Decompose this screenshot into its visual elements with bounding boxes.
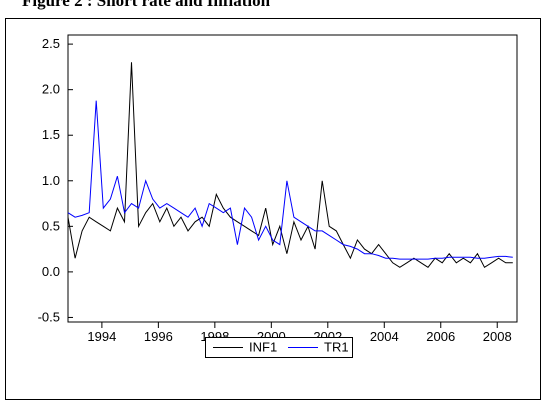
legend-box [205, 337, 353, 358]
y-tick-label: 1.0 [42, 173, 60, 188]
y-tick-label: 1.5 [42, 127, 60, 142]
y-tick-label: 2.5 [42, 36, 60, 51]
frame [5, 18, 541, 400]
legend-label: TR1 [324, 340, 349, 355]
x-tick-label: 2008 [483, 329, 512, 344]
series-line [67, 62, 513, 269]
figure-title: Figure 2 : Short rate and Inflation [22, 0, 271, 10]
plot-area [67, 34, 518, 323]
legend-label: INF1 [249, 340, 277, 355]
x-tick-label: 2004 [370, 329, 399, 344]
x-tick-label: 2006 [426, 329, 455, 344]
series-line [67, 100, 513, 260]
x-tick-label: 1994 [87, 329, 116, 344]
y-tick-label: 0.0 [42, 264, 60, 279]
y-tick-label: 2.0 [42, 82, 60, 97]
y-tick-label: -0.5 [38, 309, 60, 324]
x-tick-label: 1996 [144, 329, 173, 344]
y-tick-label: 0.5 [42, 218, 60, 233]
